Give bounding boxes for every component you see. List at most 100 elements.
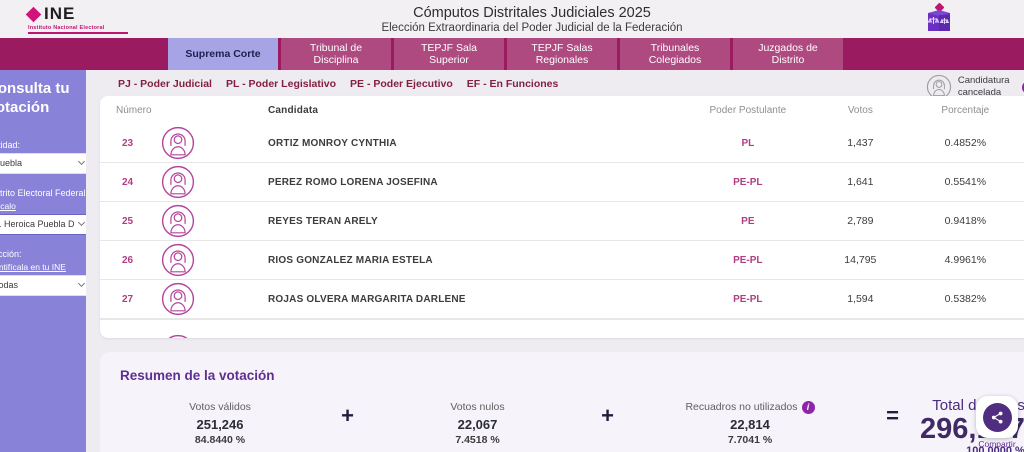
section-identify-link[interactable]: Identifícala en tu INE — [0, 261, 66, 272]
table-row[interactable]: 25 REYES TERAN ARELY PE 2,789 0.9418% — [100, 202, 1024, 241]
candidate-avatar-icon — [156, 320, 200, 338]
percent-value: 0.5382% — [944, 293, 987, 305]
district-locate-link[interactable]: Ubícalo — [0, 200, 16, 211]
table-row[interactable]: 23 ORTIZ MONROY CYNTHIA PL 1,437 0.4852% — [100, 124, 1024, 163]
chevron-down-icon — [77, 218, 86, 227]
info-icon[interactable]: i — [1021, 80, 1024, 94]
tab-spacer — [0, 38, 168, 70]
poder-postulante: PE-PL — [733, 293, 763, 305]
section-value: Todas — [0, 280, 19, 290]
entity-label: Entidad: — [0, 139, 21, 150]
valid-votes-stack: Votos válidos 251,246 84.8440 % — [120, 397, 320, 446]
unused-ballots-stack: Recuadros no utilizados i 22,814 7.7041 … — [635, 397, 865, 446]
row-number: 25 — [122, 215, 134, 227]
tab-label: Juzgados de Distrito — [758, 41, 818, 66]
ballot-box-icon — [924, 2, 954, 40]
tab-label: Suprema Corte — [185, 47, 261, 60]
tab-label: TEPJF Salas Regionales — [531, 41, 593, 66]
percent-value: 0.9418% — [944, 215, 987, 227]
null-votes-label: Votos nulos — [450, 401, 505, 413]
cancelled-badge-label: Candidatura cancelada — [957, 75, 1010, 98]
candidate-name: ORTIZ MONROY CYNTHIA — [268, 137, 397, 149]
poder-postulante: PE — [741, 215, 755, 227]
district-value: 6. Heroica Puebla D — [0, 219, 75, 229]
col-poder: Poder Postulante — [709, 104, 787, 116]
ine-brand-subtitle: Instituto Nacional Electoral — [28, 25, 105, 31]
tab-item[interactable]: Tribunal de Disciplina — [281, 38, 391, 70]
candidate-avatar-icon — [156, 126, 200, 160]
percent-value: 0.5541% — [944, 176, 987, 188]
row-number: 23 — [122, 137, 134, 149]
share-widget: Compartir — [976, 396, 1018, 449]
total-votes-percent: 100.0000 % — [966, 445, 1024, 452]
summary-title: Resumen de la votación — [120, 368, 275, 383]
candidate-avatar-icon — [156, 165, 200, 199]
entity-select[interactable]: Puebla — [0, 152, 86, 174]
candidate-avatar-icon — [156, 243, 200, 277]
row-number: 26 — [122, 254, 134, 266]
null-votes-value: 22,067 — [457, 417, 498, 432]
sidebar: Consulta tu Votación Entidad: Puebla Dis… — [0, 70, 86, 452]
section-select[interactable]: Todas — [0, 274, 86, 296]
app-header: INE Instituto Nacional Electoral Cómputo… — [0, 0, 1024, 38]
poder-postulante: PE-PL — [733, 176, 763, 188]
table-row[interactable]: 24 PEREZ ROMO LORENA JOSEFINA PE-PL 1,64… — [100, 163, 1024, 202]
valid-votes-label: Votos válidos — [189, 401, 251, 413]
votes-value: 1,594 — [847, 293, 874, 305]
poder-postulante: PL — [741, 137, 755, 149]
candidate-name: REYES TERAN ARELY — [268, 215, 378, 227]
section-label: Sección: — [0, 248, 22, 259]
tab-label: Tribunal de Disciplina — [309, 41, 363, 66]
page-subtitle: Elección Extraordinaria del Poder Judici… — [381, 21, 683, 34]
unused-ballots-percent: 7.7041 % — [727, 434, 773, 446]
valid-votes-percent: 84.8440 % — [194, 434, 246, 446]
legend-item: PJ - Poder Judicial — [118, 78, 212, 90]
candidate-avatar-icon — [156, 282, 200, 316]
votes-value: 1,641 — [847, 176, 874, 188]
candidate-name: RIOS GONZALEZ MARIA ESTELA — [268, 254, 433, 266]
district-select[interactable]: 6. Heroica Puebla D — [0, 213, 86, 235]
null-votes-percent: 7.4518 % — [455, 434, 500, 446]
table-row[interactable]: 26 RIOS GONZALEZ MARIA ESTELA PE-PL 14,7… — [100, 241, 1024, 280]
tab-item[interactable]: Suprema Corte — [168, 38, 278, 70]
tab-item[interactable]: TEPJF Sala Superior — [394, 38, 504, 70]
col-votos: Votos — [847, 104, 873, 116]
tab-bar: Suprema Corte Tribunal de Disciplina TEP… — [0, 38, 1024, 70]
sidebar-title: Consulta tu Votación — [0, 80, 70, 116]
col-candidata: Candidata — [268, 104, 319, 116]
page-title: Cómputos Distritales Judiciales 2025 — [413, 4, 651, 21]
legend-item: EF - En Funciones — [466, 78, 559, 90]
legend: PJ - Poder Judicial PL - Poder Legislati… — [100, 76, 1024, 96]
tab-item[interactable]: TEPJF Salas Regionales — [507, 38, 617, 70]
row-number: 24 — [122, 176, 134, 188]
percent-value: 4.9961% — [944, 254, 987, 266]
info-icon[interactable]: i — [801, 400, 815, 414]
votes-value: 2,789 — [847, 215, 874, 227]
plus-operator: + — [601, 403, 614, 428]
vote-summary-card: Resumen de la votación Votos válidos 251… — [100, 352, 1024, 452]
results-table-card: Número Candidata Poder Postulante Votos … — [100, 96, 1024, 338]
tab-item[interactable]: Juzgados de Distrito — [733, 38, 843, 70]
tab-label: Tribunales Colegiados — [648, 41, 702, 66]
votes-value: 14,795 — [844, 254, 877, 266]
entity-value: Puebla — [0, 158, 23, 168]
district-label: Distrito Electoral Federal: — [0, 187, 86, 198]
share-button[interactable] — [976, 396, 1018, 438]
table-row-partial — [100, 319, 1024, 338]
ine-logo-rule — [28, 32, 128, 34]
chevron-down-icon — [77, 279, 86, 288]
ine-brand: INE — [44, 4, 76, 23]
row-number: 27 — [122, 293, 134, 305]
unused-ballots-value: 22,814 — [730, 417, 770, 432]
ine-logo: INE Instituto Nacional Electoral — [25, 4, 138, 34]
legend-item: PE - Poder Ejecutivo — [350, 78, 453, 90]
table-row[interactable]: 27 ROJAS OLVERA MARGARITA DARLENE PE-PL … — [100, 280, 1024, 319]
tab-item[interactable]: Tribunales Colegiados — [620, 38, 730, 70]
poder-postulante: PE-PL — [733, 254, 763, 266]
valid-votes-value: 251,246 — [196, 417, 244, 432]
main-area: PJ - Poder Judicial PL - Poder Legislati… — [86, 70, 1024, 452]
percent-value: 0.4852% — [944, 137, 987, 149]
candidate-name: ROJAS OLVERA MARGARITA DARLENE — [268, 293, 466, 305]
unused-ballots-label: Recuadros no utilizados — [685, 401, 798, 413]
votes-value: 1,437 — [847, 137, 874, 149]
